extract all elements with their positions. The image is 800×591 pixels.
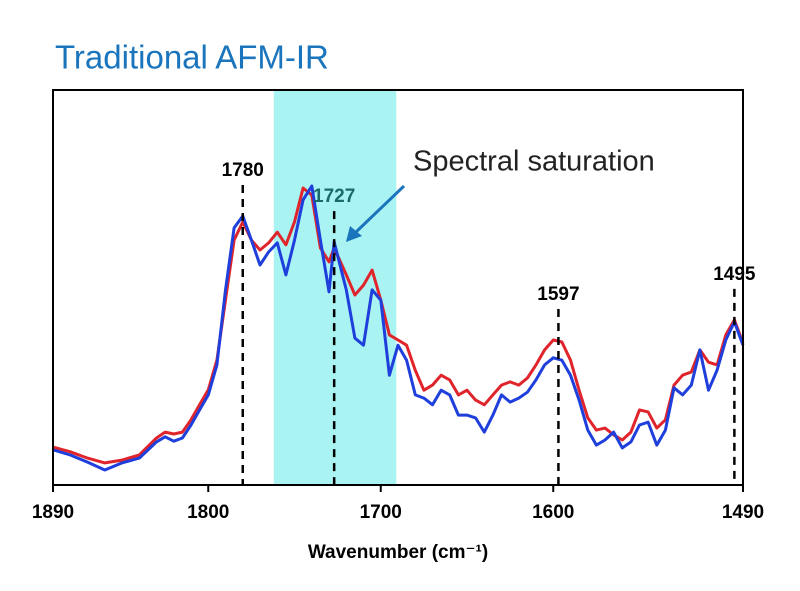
x-tick-label: 1700: [360, 502, 402, 523]
arrow-head: [346, 226, 362, 242]
annotation-note: Spectral saturation: [413, 146, 655, 178]
x-tick-label: 1890: [32, 502, 74, 523]
plot-area: 1780 1727 1597 1495 1890 1800 1700 1600 1490: [32, 89, 764, 523]
series-line: [52, 186, 745, 465]
arrow-shaft: [354, 184, 406, 234]
annotation-label: 1597: [537, 284, 579, 305]
annotation-label: 1727: [313, 186, 355, 207]
x-tick-label: 1600: [532, 502, 574, 523]
x-axis-label: Wavenumber (cm⁻¹): [308, 542, 488, 563]
annotation-label: 1780: [222, 160, 264, 181]
plot-frame: [52, 89, 744, 486]
x-tick-label: 1490: [722, 502, 764, 523]
chart-title: Traditional AFM-IR: [55, 39, 329, 76]
series-line: [52, 184, 745, 472]
annotation-label: 1495: [713, 264, 756, 285]
x-tick-label: 1800: [187, 502, 229, 523]
